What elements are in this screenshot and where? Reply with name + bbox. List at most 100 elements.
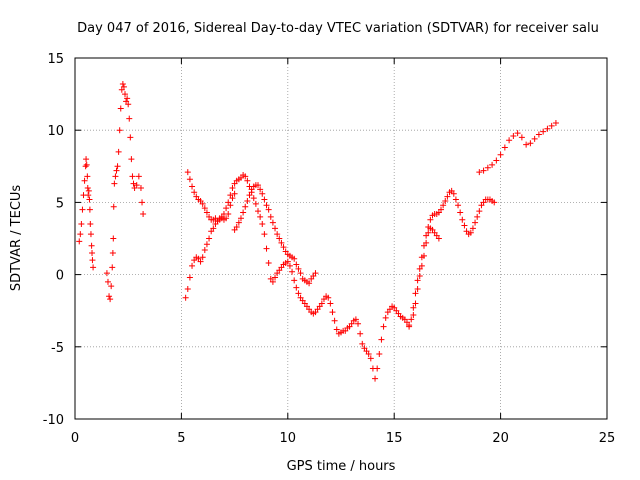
data-point — [286, 262, 293, 269]
data-point — [246, 183, 253, 190]
data-point — [474, 213, 481, 220]
data-point — [263, 245, 270, 252]
data-point — [382, 314, 389, 321]
data-point — [244, 197, 251, 204]
data-point — [124, 95, 131, 102]
data-point — [459, 216, 466, 223]
data-point — [518, 134, 525, 141]
data-point — [103, 270, 110, 277]
data-point — [259, 221, 266, 228]
data-point — [255, 208, 262, 215]
data-point — [506, 137, 513, 144]
chart-title: Day 047 of 2016, Sidereal Day-to-day VTE… — [77, 21, 599, 36]
data-point — [408, 316, 415, 323]
data-marks — [76, 80, 559, 382]
data-point — [225, 210, 232, 217]
data-point — [484, 164, 491, 171]
x-axis-label: GPS time / hours — [287, 459, 396, 474]
data-point — [295, 290, 302, 297]
data-point — [125, 101, 132, 108]
data-point — [242, 203, 249, 210]
data-point — [355, 320, 362, 327]
data-point — [289, 268, 296, 275]
data-point — [86, 206, 93, 213]
data-point — [278, 239, 285, 246]
data-point — [414, 286, 421, 293]
data-point — [201, 205, 208, 212]
data-point — [111, 180, 118, 187]
data-point — [85, 192, 92, 199]
data-point — [83, 161, 90, 168]
data-point — [455, 202, 462, 209]
data-point — [255, 182, 262, 189]
data-point — [265, 206, 272, 213]
data-point — [425, 229, 432, 236]
data-point — [420, 252, 427, 259]
data-point — [297, 270, 304, 277]
data-point — [248, 189, 255, 196]
data-point — [374, 365, 381, 372]
data-point — [235, 219, 242, 226]
data-point — [223, 205, 230, 212]
data-point — [376, 351, 383, 358]
data-point — [83, 156, 90, 163]
x-tick-label: 5 — [177, 431, 185, 446]
data-point — [82, 163, 89, 170]
data-point — [203, 209, 210, 216]
data-point — [115, 148, 122, 155]
data-point — [497, 151, 504, 158]
data-point — [416, 273, 423, 280]
data-point — [269, 278, 276, 285]
data-point — [265, 260, 272, 267]
data-point — [106, 293, 113, 300]
data-point — [472, 219, 479, 226]
data-point — [76, 238, 83, 245]
data-point — [269, 219, 276, 226]
data-point — [272, 274, 279, 281]
data-point — [261, 196, 268, 203]
data-point — [276, 235, 283, 242]
data-point — [113, 167, 120, 174]
data-point — [263, 202, 270, 209]
y-tick-label: 5 — [56, 196, 64, 211]
y-tick-label: -5 — [51, 341, 64, 356]
data-point — [412, 290, 419, 297]
data-point — [85, 187, 92, 194]
data-point — [327, 300, 334, 307]
data-point — [130, 180, 137, 187]
data-point — [231, 190, 238, 197]
data-point — [250, 195, 257, 202]
data-point — [107, 296, 114, 303]
data-point — [306, 280, 313, 287]
data-point — [79, 206, 86, 213]
data-point — [457, 209, 464, 216]
data-point — [86, 196, 93, 203]
data-point — [491, 199, 498, 206]
data-point — [210, 225, 217, 232]
data-point — [540, 128, 547, 135]
data-point — [410, 312, 417, 319]
data-point — [442, 197, 449, 204]
data-point — [122, 91, 129, 98]
data-point — [252, 200, 259, 207]
data-point — [186, 274, 193, 281]
data-point — [259, 190, 266, 197]
data-point — [84, 173, 91, 180]
data-point — [412, 300, 419, 307]
x-tick-label: 10 — [280, 431, 297, 446]
data-point — [87, 231, 94, 238]
data-point — [440, 202, 447, 209]
data-point — [87, 221, 94, 228]
y-tick-label: 0 — [56, 269, 64, 284]
data-point — [242, 173, 249, 180]
data-point — [352, 316, 359, 323]
data-point — [493, 157, 500, 164]
data-point — [191, 189, 198, 196]
data-point — [423, 239, 430, 246]
data-point — [418, 262, 425, 269]
x-tick-label: 0 — [71, 431, 79, 446]
data-point — [182, 294, 189, 301]
data-point — [126, 115, 133, 122]
grid — [75, 58, 607, 419]
plot-frame — [74, 57, 608, 420]
